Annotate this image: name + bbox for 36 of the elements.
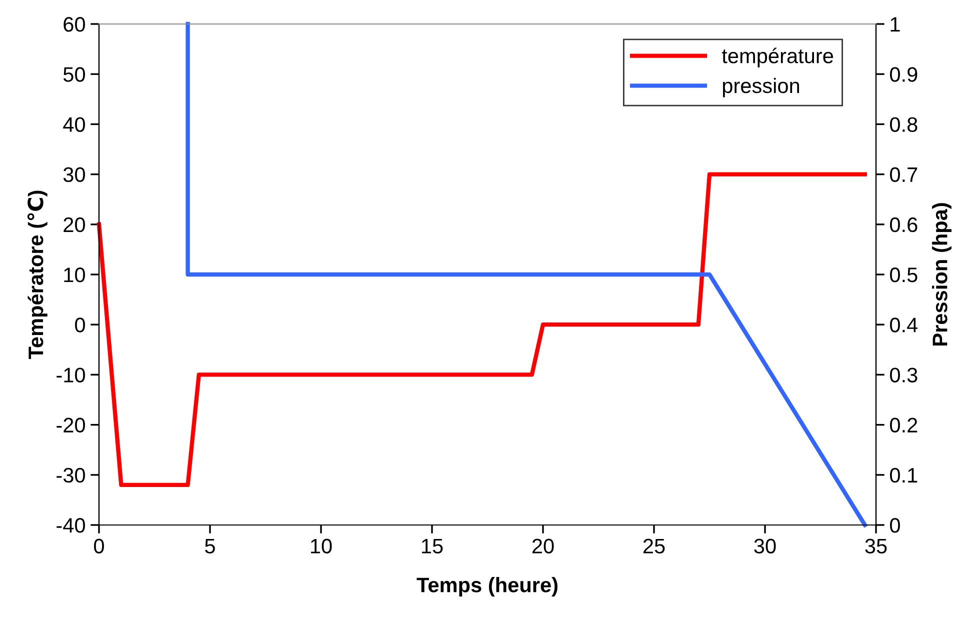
y2-tick-label: 0.7 <box>890 167 918 182</box>
x-tick-label: 5 <box>205 538 215 554</box>
x-tick-label: 15 <box>422 538 443 554</box>
y2-tick-label: 0.1 <box>890 468 918 483</box>
y-tick-label: -10 <box>56 368 85 382</box>
legend-label: pression <box>722 78 800 98</box>
y-tick-label: 30 <box>63 167 85 182</box>
x-tick-label: 0 <box>94 538 104 554</box>
y2-tick-label: 0 <box>890 518 900 533</box>
y-tick-label: 50 <box>63 67 85 82</box>
x-axis-title: Temps (heure) <box>416 577 558 596</box>
x-tick-label: 25 <box>643 538 665 554</box>
y-tick-label: 0 <box>75 318 85 332</box>
y-tick-label: 40 <box>63 117 85 132</box>
y-tick-label: -40 <box>56 518 85 533</box>
y-axis-title: Températore (℃) <box>27 190 48 360</box>
y-tick-label: 60 <box>64 17 85 32</box>
y-tick-label: 20 <box>64 217 85 232</box>
y-tick-label: 10 <box>64 268 85 282</box>
y2-tick-label: 0.4 <box>890 318 918 332</box>
x-tick-label: 30 <box>754 538 776 554</box>
legend-label: température <box>722 48 834 68</box>
x-tick-label: 20 <box>532 538 554 554</box>
y2-tick-label: 0.8 <box>890 117 918 132</box>
y-tick-label: -30 <box>56 468 85 483</box>
y2-axis-title: Pression (hpa) <box>932 203 952 346</box>
x-tick-label: 35 <box>865 538 887 554</box>
line-series <box>96 172 867 488</box>
y-tick-label: -20 <box>56 418 85 433</box>
y2-tick-label: 0.5 <box>890 268 918 282</box>
y2-tick-label: 0.3 <box>890 368 918 382</box>
y2-tick-label: 0.6 <box>890 217 918 232</box>
y2-tick-label: 0.9 <box>890 67 918 82</box>
y2-tick-label: 0.2 <box>890 418 918 433</box>
x-tick-label: 10 <box>311 538 332 554</box>
y2-tick-label: 1 <box>890 17 900 32</box>
